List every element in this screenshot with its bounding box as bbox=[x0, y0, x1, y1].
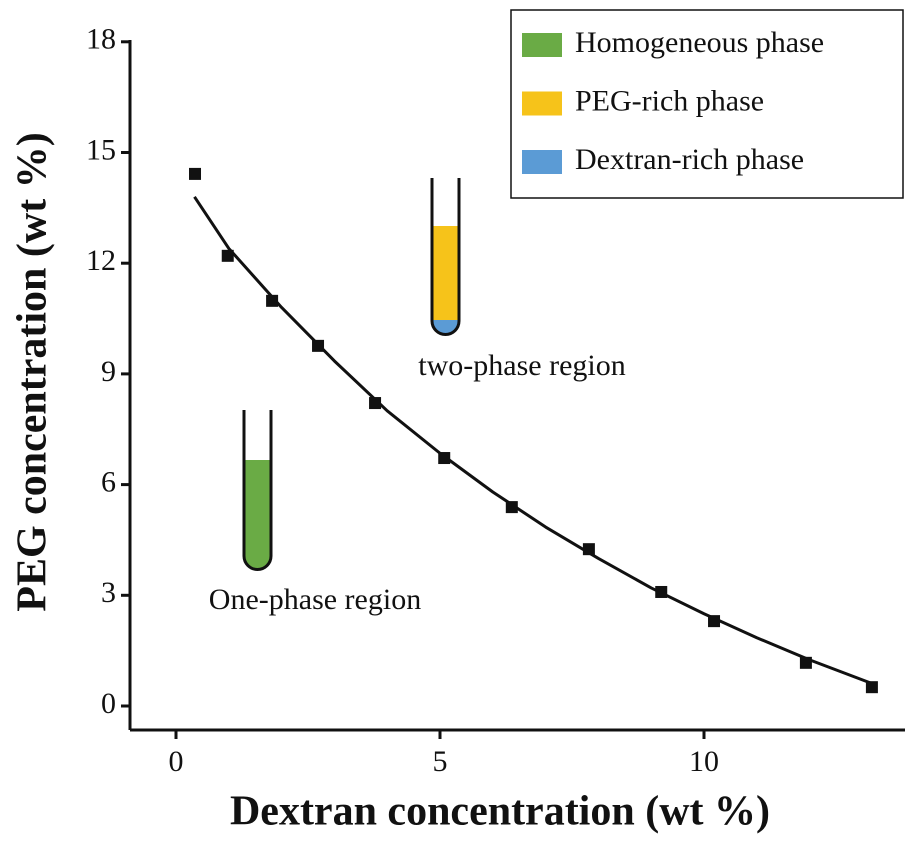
legend-label: Dextran-rich phase bbox=[575, 143, 804, 176]
legend-label: PEG-rich phase bbox=[575, 84, 764, 117]
annotation: One-phase region bbox=[209, 583, 421, 616]
data-point bbox=[189, 168, 201, 180]
y-tick-label: 18 bbox=[86, 23, 116, 56]
data-point bbox=[866, 681, 878, 693]
tube-fill bbox=[245, 460, 270, 569]
x-tick-label: 10 bbox=[689, 745, 719, 778]
tube-fill bbox=[433, 226, 458, 320]
y-tick-label: 3 bbox=[101, 576, 116, 609]
data-point bbox=[266, 295, 278, 307]
y-tick-label: 6 bbox=[101, 465, 116, 498]
y-tick-label: 0 bbox=[101, 687, 116, 720]
x-axis-title: Dextran concentration (wt %) bbox=[230, 789, 770, 835]
data-point bbox=[369, 397, 381, 409]
data-point bbox=[222, 250, 234, 262]
legend-swatch bbox=[522, 92, 562, 116]
y-tick-label: 15 bbox=[86, 133, 116, 166]
data-point bbox=[583, 543, 595, 555]
legend-label: Homogeneous phase bbox=[575, 26, 824, 59]
data-point bbox=[438, 452, 450, 464]
one-phase-tube bbox=[244, 410, 271, 570]
data-point bbox=[506, 501, 518, 513]
y-tick-label: 9 bbox=[101, 355, 116, 388]
x-tick-label: 0 bbox=[169, 745, 184, 778]
data-point bbox=[312, 340, 324, 352]
data-point bbox=[655, 586, 667, 598]
two-phase-tube bbox=[432, 178, 459, 335]
legend-swatch bbox=[522, 33, 562, 57]
y-tick-label: 12 bbox=[86, 244, 116, 277]
data-point bbox=[800, 657, 812, 669]
y-axis-title: PEG concentration (wt %) bbox=[10, 132, 56, 611]
legend-swatch bbox=[522, 150, 562, 174]
data-point bbox=[708, 615, 720, 627]
x-tick-label: 5 bbox=[433, 745, 448, 778]
annotation: two-phase region bbox=[418, 349, 625, 382]
chart: Dextran concentration (wt %) PEG concent… bbox=[0, 0, 912, 841]
